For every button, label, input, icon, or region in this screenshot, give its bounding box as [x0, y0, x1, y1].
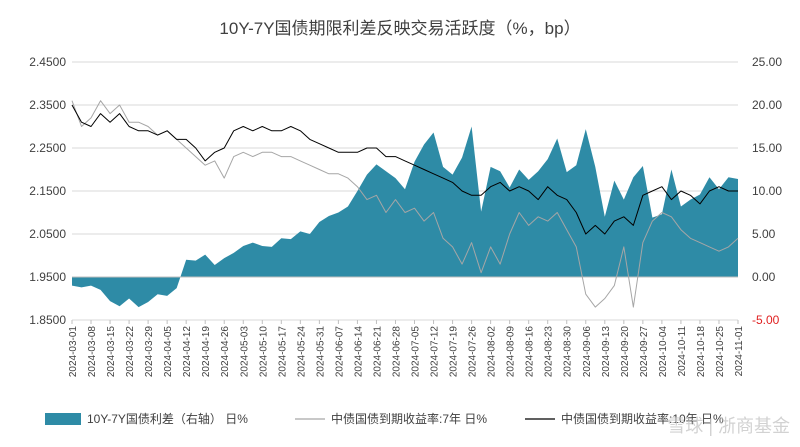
left-axis: 2.4500 2.3500 2.2500 2.1500 2.0500 1.9500 1.85… — [29, 55, 66, 327]
x-tick-label: 2024-09-13 — [601, 326, 612, 378]
yield-10y-line — [71, 104, 738, 235]
spread-area — [72, 126, 738, 308]
x-tick-label: 2024-10-11 — [677, 326, 688, 377]
right-tick-label: 10.00 — [752, 184, 782, 198]
x-tick-label: 2024-08-09 — [506, 326, 517, 378]
right-tick-label: -5.00 — [752, 313, 780, 327]
x-tick-label: 2024-08-23 — [544, 326, 555, 378]
x-tick-label: 2024-03-01 — [68, 326, 79, 378]
right-tick-label: 25.00 — [752, 55, 782, 69]
right-tick-label: 5.00 — [752, 227, 776, 241]
left-tick-label: 2.2500 — [29, 141, 66, 155]
x-tick-label: 2024-06-28 — [391, 326, 402, 378]
x-tick-label: 2024-06-21 — [372, 326, 383, 378]
x-tick-label: 2024-03-22 — [125, 326, 136, 378]
left-tick-label: 1.8500 — [29, 313, 66, 327]
yield-line-series — [71, 100, 739, 308]
x-tick-label: 2024-07-12 — [430, 326, 441, 378]
legend-label: 10Y-7Y国债利差（右轴） 日% — [87, 411, 248, 426]
x-tick-label: 2024-09-06 — [582, 326, 593, 378]
x-tick-label: 2024-09-27 — [639, 326, 650, 378]
x-tick-label: 2024-07-19 — [449, 326, 460, 378]
right-tick-label: 0.00 — [752, 270, 776, 284]
right-tick-label: 20.00 — [752, 98, 782, 112]
legend-label: 中债国债到期收益率:10年 日% — [561, 411, 724, 426]
x-tick-label: 2024-06-07 — [334, 326, 345, 378]
legend: 10Y-7Y国债利差（右轴） 日% 中债国债到期收益率:7年 日% 中债国债到期收益… — [45, 411, 724, 426]
x-tick-label: 2024-04-12 — [182, 326, 193, 378]
x-tick-label: 2024-03-29 — [144, 326, 155, 378]
watermark: 雪球 | 浙商基金 — [667, 416, 790, 436]
x-tick-label: 2024-05-31 — [315, 326, 326, 378]
legend-swatch-area — [45, 413, 81, 425]
x-tick-label: 2024-05-03 — [239, 326, 250, 378]
right-axis: 25.00 20.00 15.00 10.00 5.00 0.00 -5.00 — [752, 55, 782, 327]
x-axis: 2024-03-01 2024-03-08 2024-03-15 2024-03-22… — [68, 320, 745, 377]
yield-7y-line — [71, 100, 739, 308]
left-tick-label: 2.0500 — [29, 227, 66, 241]
chart-title: 10Y-7Y国债期限利差反映交易活跃度（%，bp） — [219, 19, 580, 38]
x-tick-label: 2024-04-05 — [163, 326, 174, 378]
x-tick-label: 2024-08-02 — [487, 326, 498, 378]
x-tick-label: 2024-06-14 — [353, 326, 364, 378]
x-tick-label: 2024-05-24 — [296, 326, 307, 378]
x-tick-label: 2024-07-26 — [468, 326, 479, 378]
spread-area-series — [72, 126, 738, 308]
x-tick-label: 2024-05-17 — [277, 326, 288, 378]
x-tick-label: 2024-10-18 — [696, 326, 707, 378]
left-tick-label: 2.4500 — [29, 55, 66, 69]
right-tick-label: 15.00 — [752, 141, 782, 155]
left-tick-label: 1.9500 — [29, 270, 66, 284]
x-tick-label: 2024-10-04 — [658, 326, 669, 378]
x-tick-label: 2024-05-10 — [258, 326, 269, 378]
left-tick-label: 2.1500 — [29, 184, 66, 198]
x-tick-label: 2024-08-30 — [563, 326, 574, 378]
x-tick-label: 2024-07-05 — [411, 326, 422, 378]
x-tick-label: 2024-11-01 — [734, 326, 745, 377]
x-tick-label: 2024-08-16 — [525, 326, 536, 378]
x-tick-label: 2024-03-15 — [106, 326, 117, 378]
x-tick-label: 2024-10-25 — [715, 326, 726, 378]
x-tick-label: 2024-03-08 — [87, 326, 98, 378]
x-tick-label: 2024-09-20 — [620, 326, 631, 378]
legend-label: 中债国债到期收益率:7年 日% — [331, 411, 487, 426]
x-tick-label: 2024-04-19 — [201, 326, 212, 378]
left-tick-label: 2.3500 — [29, 98, 66, 112]
x-tick-label: 2024-04-26 — [220, 326, 231, 378]
